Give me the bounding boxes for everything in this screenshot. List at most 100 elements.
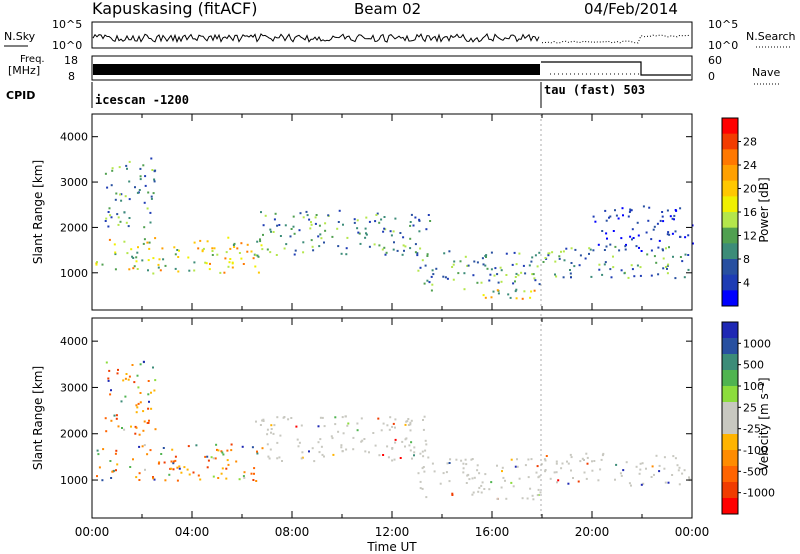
heatmap-cell <box>409 247 412 250</box>
heatmap-cell <box>642 482 645 485</box>
heatmap-cell <box>135 256 138 259</box>
nave-label: Nave <box>752 66 780 79</box>
heatmap-cell <box>214 457 217 460</box>
heatmap-cell <box>227 265 230 268</box>
heatmap-cell <box>462 471 465 474</box>
heatmap-cell <box>460 459 463 462</box>
heatmap-cell <box>419 266 422 269</box>
heatmap-cell <box>168 473 171 476</box>
heatmap-cell <box>409 237 412 240</box>
heatmap-cell <box>114 253 117 256</box>
heatmap-cell <box>225 467 228 470</box>
heatmap-cell <box>483 488 486 490</box>
heatmap-cell <box>605 245 608 248</box>
heatmap-cell <box>108 207 111 210</box>
heatmap-cell <box>269 228 272 231</box>
heatmap-cell <box>183 466 186 469</box>
heatmap-cell <box>298 441 301 444</box>
heatmap-cell <box>393 458 396 461</box>
heatmap-cell <box>560 250 562 253</box>
heatmap-cell <box>430 275 433 278</box>
freq-unit-label: [MHz] <box>8 64 40 77</box>
heatmap-cell <box>404 438 407 441</box>
heatmap-cell <box>500 269 503 272</box>
colorbar-swatch <box>722 290 738 307</box>
heatmap-cell <box>532 273 535 276</box>
station-title: Kapuskasing (fitACF) <box>92 0 257 18</box>
heatmap-cell <box>110 477 113 479</box>
heatmap-cell <box>585 452 588 455</box>
heatmap-cell <box>256 452 259 455</box>
heatmap-cell <box>538 251 541 254</box>
heatmap-cell <box>567 462 570 465</box>
heatmap-cell <box>653 225 656 228</box>
heatmap-cell <box>117 216 120 219</box>
heatmap-cell <box>435 267 438 270</box>
heatmap-cell <box>668 233 671 236</box>
heatmap-cell <box>113 243 116 246</box>
heatmap-cell <box>555 471 558 474</box>
heatmap-cell <box>270 424 273 427</box>
heatmap-cell <box>157 266 160 269</box>
colorbar-swatch <box>722 322 738 339</box>
power-panel-frame <box>91 113 693 311</box>
heatmap-cell <box>601 454 604 457</box>
heatmap-cell <box>153 478 156 481</box>
heatmap-cell <box>405 420 408 423</box>
heatmap-cell <box>101 263 104 266</box>
colorbar-tick-label: 28 <box>743 136 757 149</box>
heatmap-cell <box>114 198 117 201</box>
heatmap-cell <box>490 481 493 484</box>
heatmap-cell <box>464 458 467 461</box>
heatmap-cell <box>496 289 499 292</box>
heatmap-cell <box>476 464 479 467</box>
colorbar-swatch <box>722 402 738 419</box>
heatmap-cell <box>149 449 152 452</box>
heatmap-cell <box>150 391 152 394</box>
heatmap-cell <box>628 482 631 485</box>
heatmap-cell <box>215 443 218 446</box>
heatmap-cell <box>356 429 359 432</box>
heatmap-cell <box>121 427 123 429</box>
heatmap-cell <box>289 235 292 238</box>
heatmap-cell <box>104 220 107 222</box>
heatmap-cell <box>208 268 211 271</box>
heatmap-cell <box>266 443 269 446</box>
heatmap-cell <box>683 469 686 472</box>
heatmap-cell <box>110 184 113 187</box>
heatmap-cell <box>526 497 529 500</box>
heatmap-cell <box>233 246 236 248</box>
heatmap-cell <box>209 262 211 265</box>
heatmap-cell <box>544 459 547 462</box>
heatmap-cell <box>128 268 131 271</box>
heatmap-cell <box>463 288 466 291</box>
heatmap-cell <box>104 417 107 420</box>
heatmap-cell <box>262 233 264 236</box>
heatmap-cell <box>421 450 424 453</box>
heatmap-cell <box>600 458 603 461</box>
heatmap-cell <box>223 271 226 274</box>
heatmap-cell <box>227 463 230 466</box>
heatmap-cell <box>138 189 141 191</box>
heatmap-cell <box>627 276 630 279</box>
heatmap-cell <box>425 443 428 446</box>
colorbar-swatch <box>722 212 738 229</box>
heatmap-cell <box>383 216 386 218</box>
heatmap-cell <box>547 254 550 257</box>
heatmap-cell <box>142 242 145 245</box>
heatmap-cell <box>679 256 682 258</box>
heatmap-cell <box>153 389 156 392</box>
heatmap-cell <box>538 283 541 286</box>
heatmap-cell <box>631 228 634 231</box>
heatmap-cell <box>342 223 344 226</box>
heatmap-cell <box>220 450 223 453</box>
heatmap-cell <box>443 252 446 255</box>
heatmap-cell <box>243 471 246 474</box>
heatmap-cell <box>236 247 239 250</box>
heatmap-cell <box>210 456 213 459</box>
heatmap-cell <box>109 460 112 462</box>
heatmap-cell <box>387 456 390 459</box>
heatmap-cell <box>120 400 123 403</box>
heatmap-cell <box>192 471 195 474</box>
